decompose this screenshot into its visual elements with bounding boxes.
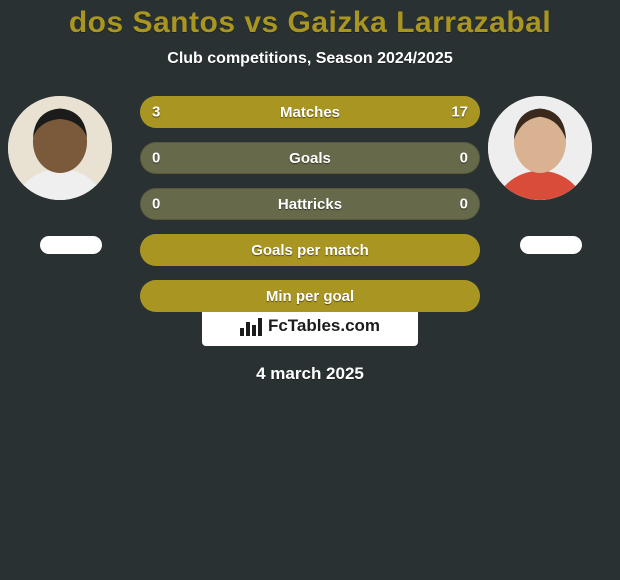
stat-value-left: 0 <box>152 196 160 213</box>
player-left-avatar-image <box>8 96 112 200</box>
stat-value-right: 0 <box>460 196 468 213</box>
stat-bars: Matches 3 17 Goals 0 0 Hattricks 0 0 Goals per ma… <box>140 96 480 326</box>
date-label: 4 march 2025 <box>0 364 620 384</box>
stat-row: Goals per match <box>140 234 480 266</box>
subtitle: Club competitions, Season 2024/2025 <box>0 50 620 68</box>
player-right-team-badge <box>520 236 582 254</box>
stat-row: Hattricks 0 0 <box>140 188 480 220</box>
player-right-avatar <box>488 96 592 200</box>
stat-value-left: 0 <box>152 150 160 167</box>
player-left-avatar <box>8 96 112 200</box>
stat-label: Goals <box>289 150 331 167</box>
player-left-team-badge <box>40 236 102 254</box>
stat-value-left: 3 <box>152 104 160 121</box>
stat-row: Goals 0 0 <box>140 142 480 174</box>
stat-row: Min per goal <box>140 280 480 312</box>
stat-value-right: 0 <box>460 150 468 167</box>
page-title: dos Santos vs Gaizka Larrazabal <box>0 0 620 40</box>
stat-label: Goals per match <box>251 242 369 259</box>
player-right-avatar-image <box>488 96 592 200</box>
stat-value-right: 17 <box>451 104 468 121</box>
stat-fill-left <box>140 96 191 128</box>
stat-row: Matches 3 17 <box>140 96 480 128</box>
comparison-infographic: dos Santos vs Gaizka Larrazabal Club com… <box>0 0 620 580</box>
stat-label: Hattricks <box>278 196 342 213</box>
stat-label: Matches <box>280 104 340 121</box>
stat-label: Min per goal <box>266 288 354 305</box>
